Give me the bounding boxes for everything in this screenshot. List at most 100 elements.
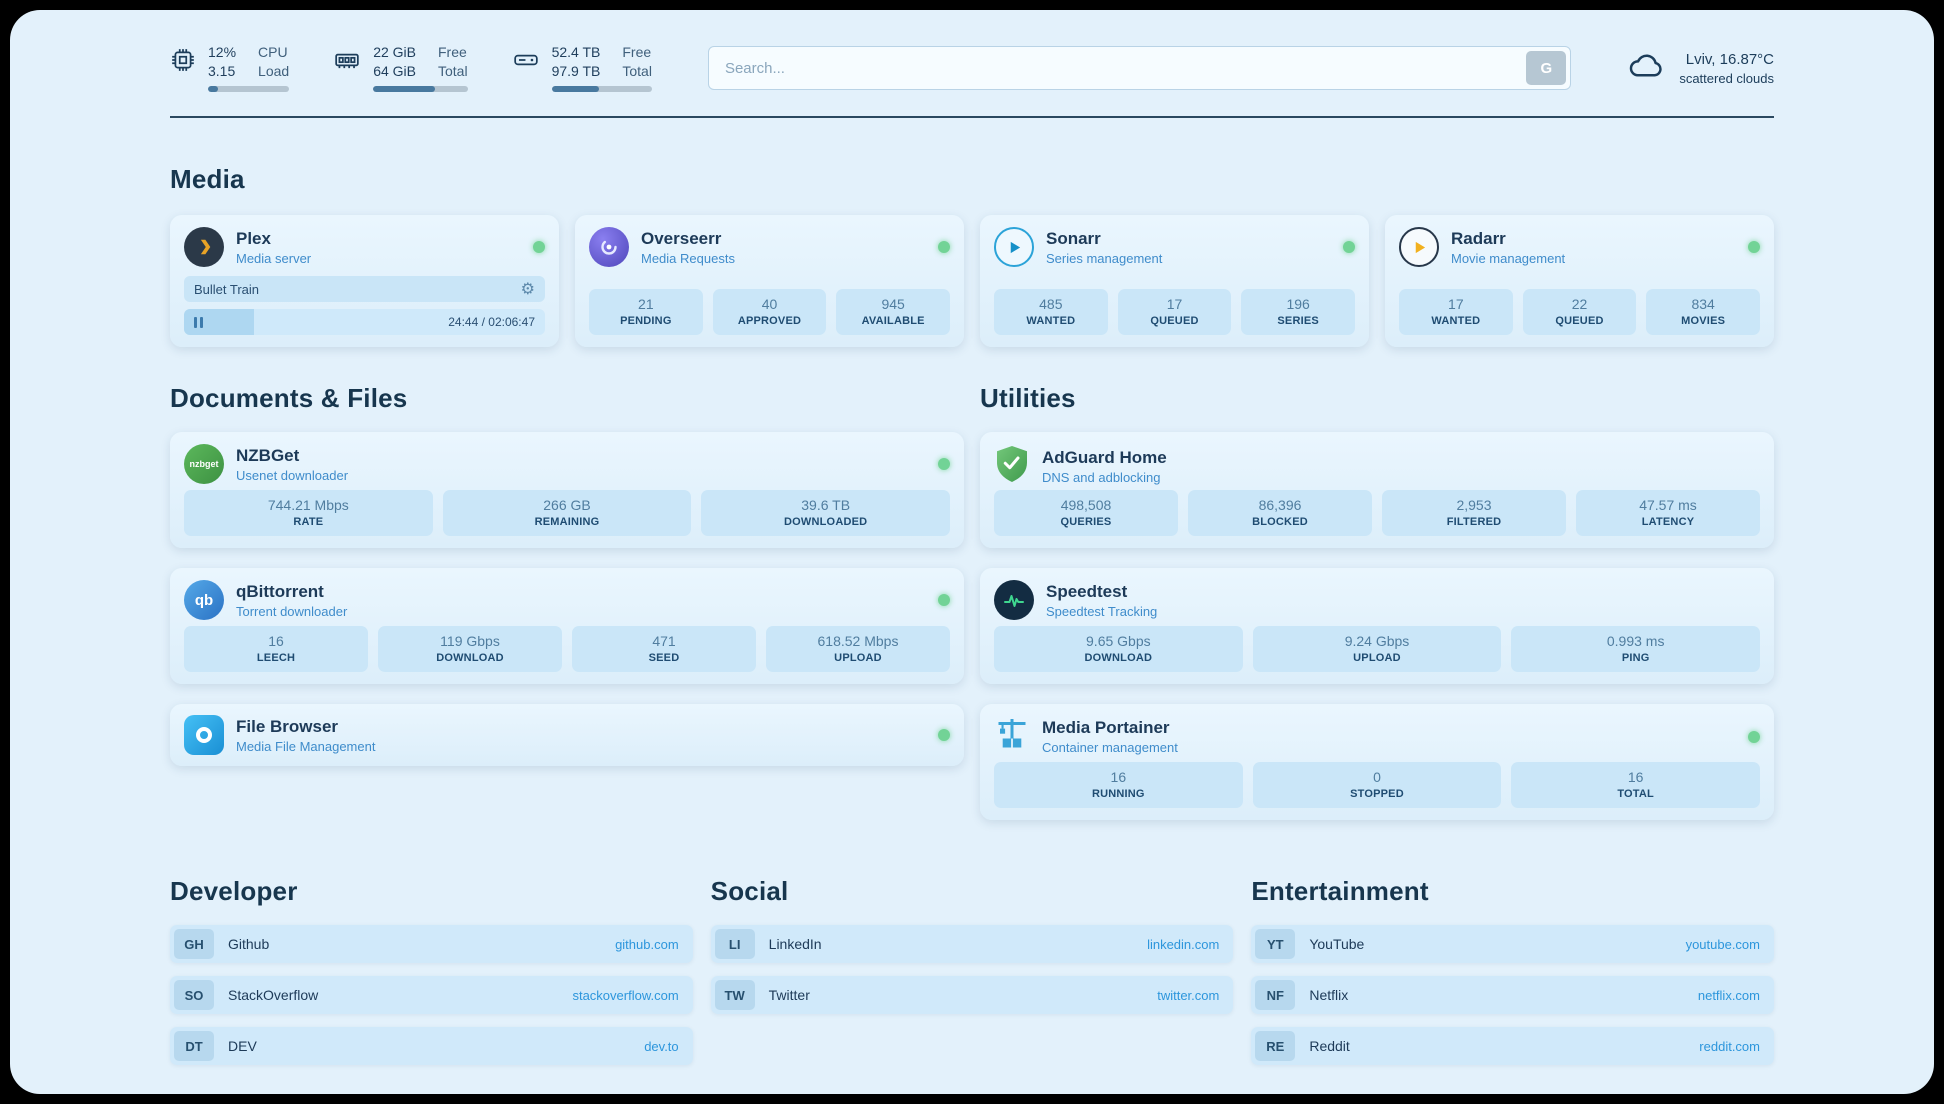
speedtest-icon [994, 580, 1034, 620]
cpu-load-label: Load [258, 63, 290, 79]
stat-label: PENDING [620, 315, 672, 327]
portainer-icon [994, 716, 1030, 757]
app-subtitle: Movie management [1451, 250, 1566, 266]
stat-label: DOWNLOADED [784, 516, 868, 528]
bookmark-name: YouTube [1309, 936, 1365, 952]
disk-free-value: 52.4 TB [551, 44, 601, 60]
pause-icon[interactable] [194, 316, 203, 328]
stat-value: 21 [638, 296, 654, 312]
stat-tile: 744.21 Mbps RATE [184, 490, 433, 536]
stats-row: 9.65 Gbps DOWNLOAD 9.24 Gbps UPLOAD 0.99… [994, 626, 1760, 672]
app-card-sonarr[interactable]: Sonarr Series management 485 WANTED 17 Q… [980, 215, 1369, 347]
app-name: Plex [236, 228, 271, 248]
app-card-radarr[interactable]: Radarr Movie management 17 WANTED 22 QUE… [1385, 215, 1774, 347]
bookmark-stackoverflow[interactable]: SO StackOverflow stackoverflow.com [170, 976, 693, 1014]
stat-value: 47.57 ms [1639, 497, 1697, 513]
topbar-divider [170, 116, 1774, 118]
ram-icon [333, 47, 361, 78]
app-card-plex[interactable]: Plex Media server Bullet Train ⚙ 24:44 /… [170, 215, 559, 347]
app-subtitle: DNS and adblocking [1042, 470, 1161, 485]
stat-value: 0 [1373, 769, 1381, 785]
stat-label: MOVIES [1681, 315, 1726, 327]
stat-value: 945 [881, 296, 905, 312]
app-card-speedtest[interactable]: Speedtest Speedtest Tracking 9.65 Gbps D… [980, 568, 1774, 684]
bookmark-name: Github [228, 936, 270, 952]
stat-tile: 16 TOTAL [1511, 762, 1760, 808]
app-name: Media Portainer [1042, 718, 1170, 737]
bookmark-github[interactable]: GH Github github.com [170, 925, 693, 963]
qbittorrent-icon: qb [184, 580, 224, 620]
disk-widget: 52.4 TB 97.9 TB Free Total [512, 44, 652, 92]
status-online-dot [938, 729, 950, 741]
weather-location: Lviv, 16.87°C [1685, 50, 1774, 68]
bookmark-dev[interactable]: DT DEV dev.to [170, 1027, 693, 1065]
bookmark-twitter[interactable]: TW Twitter twitter.com [710, 976, 1234, 1014]
now-playing-title: Bullet Train [194, 281, 260, 297]
section-heading-entertainment: Entertainment [1251, 876, 1429, 906]
app-card-qbittorrent[interactable]: qb qBittorrent Torrent downloader 16 [170, 568, 964, 684]
status-online-dot [533, 241, 545, 253]
dev-icon: DT [174, 1031, 214, 1061]
stats-row: 17 WANTED 22 QUEUED 834 MOVIES [1399, 289, 1760, 335]
netflix-icon: NF [1255, 980, 1296, 1010]
stat-tile: 47.57 ms LATENCY [1576, 490, 1760, 536]
bookmark-url: stackoverflow.com [572, 987, 679, 1003]
gear-icon[interactable]: ⚙ [520, 279, 535, 298]
stat-tile: 39.6 TB DOWNLOADED [701, 490, 950, 536]
stats-row: 21 PENDING 40 APPROVED 945 AVAILABLE [589, 289, 950, 335]
stat-tile: 9.65 Gbps DOWNLOAD [994, 626, 1243, 672]
bookmark-name: Reddit [1309, 1038, 1350, 1054]
bookmark-linkedin[interactable]: LI LinkedIn linkedin.com [710, 925, 1234, 963]
stat-label: QUEUED [1555, 315, 1604, 327]
disk-total-value: 97.9 TB [551, 63, 601, 79]
stat-label: QUEUED [1150, 315, 1199, 327]
status-online-dot [938, 241, 950, 253]
stat-value: 266 GB [543, 497, 591, 513]
playback-progress-bar[interactable]: 24:44 / 02:06:47 [184, 309, 545, 335]
dashboard-page: 12% 3.15 CPU Load [10, 10, 1934, 1094]
section-heading-documents: Documents & Files [170, 383, 408, 413]
ram-total-value: 64 GiB [373, 63, 416, 79]
bookmark-youtube[interactable]: YT YouTube youtube.com [1251, 925, 1774, 963]
app-card-filebrowser[interactable]: File Browser Media File Management [170, 704, 964, 766]
stat-value: 16 [1627, 769, 1644, 785]
stat-value: 196 [1286, 296, 1310, 312]
app-card-overseerr[interactable]: Overseerr Media Requests 21 PENDING 40 A… [575, 215, 964, 347]
stat-label: LATENCY [1641, 516, 1695, 528]
ram-progress-bar [373, 86, 468, 92]
playback-time: 24:44 / 02:06:47 [448, 315, 535, 329]
stat-label: QUERIES [1060, 516, 1112, 528]
section-heading-social: Social [710, 876, 789, 906]
app-subtitle: Usenet downloader [236, 467, 349, 483]
search-input[interactable] [707, 46, 1572, 90]
bookmark-name: Netflix [1309, 987, 1349, 1003]
system-monitor-group: 12% 3.15 CPU Load [170, 44, 652, 92]
stat-value: 744.21 Mbps [267, 497, 349, 513]
stat-label: RATE [293, 516, 324, 528]
cpu-icon [170, 47, 196, 78]
search-engine-button[interactable]: G [1526, 51, 1567, 85]
stat-tile: 17 WANTED [1399, 289, 1513, 335]
bookmark-netflix[interactable]: NF Netflix netflix.com [1251, 976, 1774, 1014]
stat-tile: 16 RUNNING [994, 762, 1243, 808]
stackoverflow-icon: SO [174, 980, 214, 1010]
bookmark-reddit[interactable]: RE Reddit reddit.com [1251, 1027, 1774, 1065]
stat-tile: 119 Gbps DOWNLOAD [378, 626, 562, 672]
stat-value: 16 [268, 633, 284, 649]
bookmark-url: dev.to [644, 1038, 679, 1054]
twitter-icon: TW [714, 980, 755, 1010]
qbittorrent-icon-text: qb [194, 591, 214, 609]
app-card-adguard[interactable]: AdGuard Home DNS and adblocking 498,508 … [980, 432, 1774, 548]
nzbget-icon-text: nzbget [189, 459, 219, 469]
bookmark-url: linkedin.com [1147, 936, 1220, 952]
app-card-nzbget[interactable]: nzbget NZBGet Usenet downloader 744.21 M… [170, 432, 964, 548]
app-card-portainer[interactable]: Media Portainer Container management 16 … [980, 704, 1774, 820]
app-subtitle: Container management [1042, 740, 1178, 755]
stat-tile: 22 QUEUED [1522, 289, 1637, 335]
bookmark-url: youtube.com [1685, 936, 1760, 952]
bookmark-name: DEV [228, 1038, 257, 1054]
plex-icon [184, 227, 224, 267]
github-icon: GH [174, 929, 214, 959]
stat-tile: 471 SEED [572, 626, 756, 672]
disk-progress-bar [551, 86, 652, 92]
